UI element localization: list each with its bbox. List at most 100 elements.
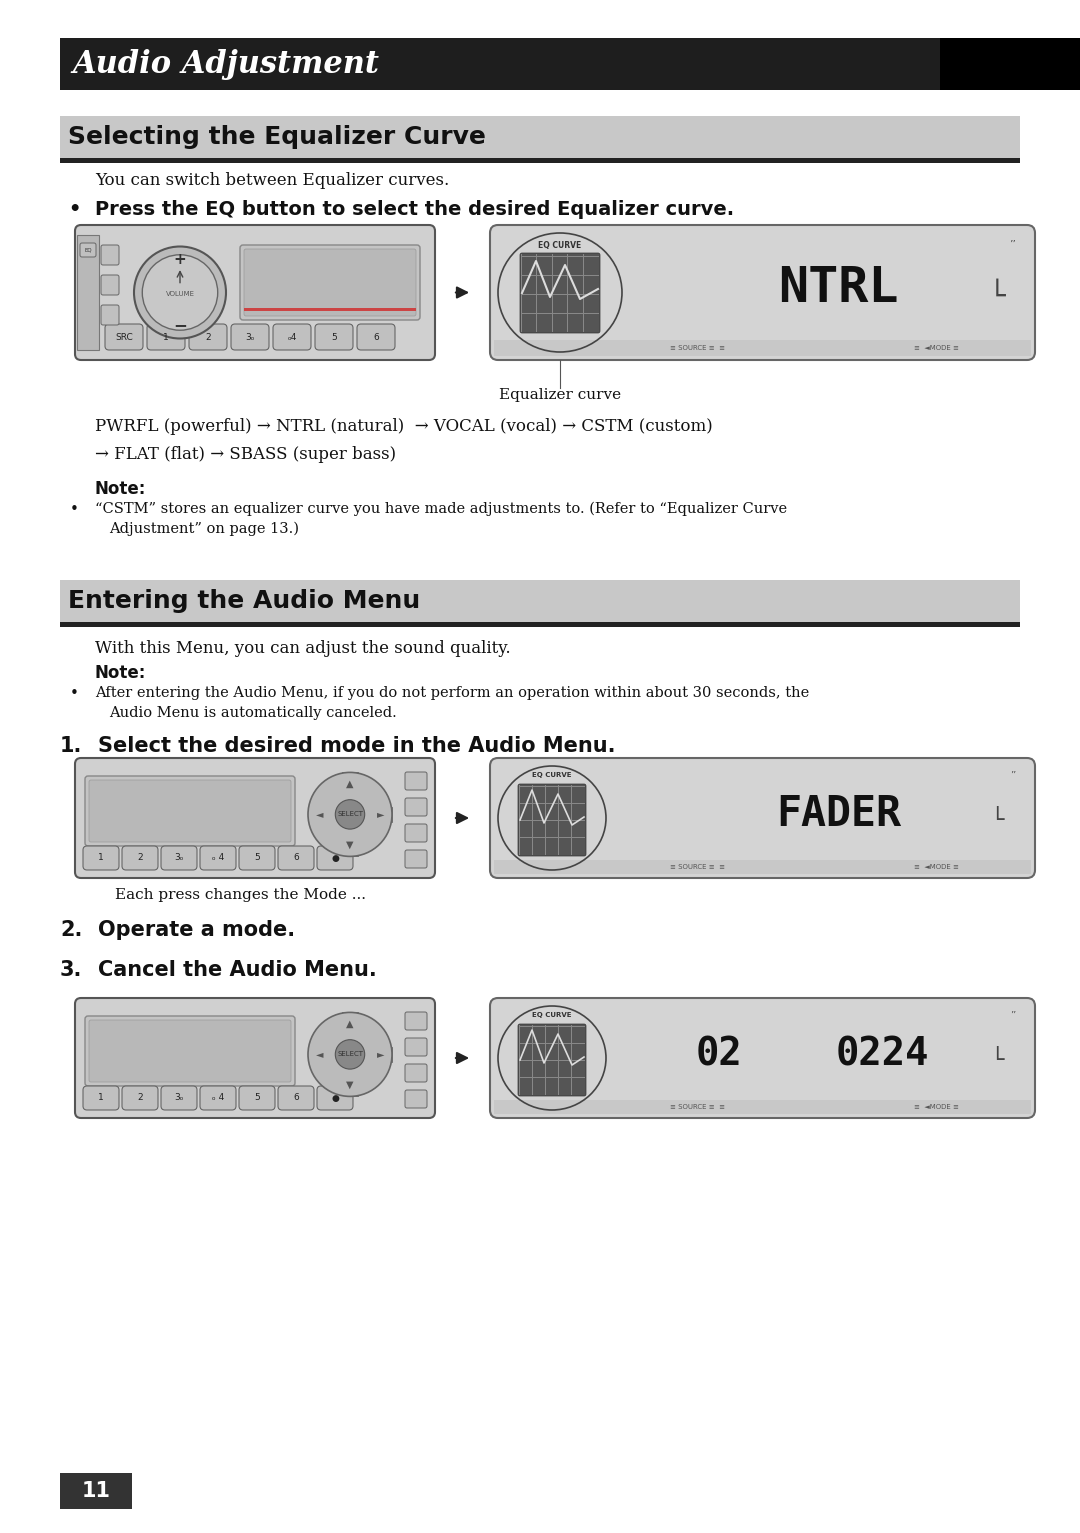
Text: Equalizer curve: Equalizer curve (499, 388, 621, 402)
Text: EQ: EQ (84, 247, 92, 253)
FancyBboxPatch shape (357, 323, 395, 350)
Text: Select the desired mode in the Audio Menu.: Select the desired mode in the Audio Men… (98, 736, 616, 756)
Text: ►: ► (377, 1050, 384, 1059)
Text: └: └ (988, 282, 1005, 311)
FancyBboxPatch shape (405, 825, 427, 842)
Text: ≡  ◄MODE ≡: ≡ ◄MODE ≡ (915, 345, 959, 351)
Text: VOLUME: VOLUME (165, 291, 194, 297)
Text: 5: 5 (332, 333, 337, 342)
Text: ’’: ’’ (1010, 771, 1016, 780)
FancyBboxPatch shape (231, 323, 269, 350)
Text: ≡ SOURCE ≡  ≡: ≡ SOURCE ≡ ≡ (670, 345, 725, 351)
Bar (342, 834, 357, 857)
Circle shape (335, 1039, 365, 1069)
Text: SELECT: SELECT (337, 811, 363, 817)
FancyBboxPatch shape (85, 1016, 295, 1085)
Text: −: − (173, 316, 187, 334)
Text: 3ₒ: 3ₒ (174, 854, 184, 863)
Text: ●: ● (332, 854, 339, 863)
Bar (60, 117, 1020, 158)
FancyBboxPatch shape (83, 846, 119, 871)
Bar (244, 308, 416, 311)
FancyBboxPatch shape (519, 253, 600, 333)
Text: ●: ● (332, 1093, 339, 1102)
FancyBboxPatch shape (122, 846, 158, 871)
FancyBboxPatch shape (518, 783, 586, 855)
Text: 3ₒ: 3ₒ (245, 333, 255, 342)
FancyBboxPatch shape (239, 1085, 275, 1110)
Text: NTRL: NTRL (779, 265, 899, 313)
Circle shape (143, 254, 218, 330)
FancyBboxPatch shape (405, 849, 427, 868)
Text: Press the EQ button to select the desired Equalizer curve.: Press the EQ button to select the desire… (95, 199, 734, 219)
FancyBboxPatch shape (405, 773, 427, 789)
Bar (369, 1047, 392, 1062)
Bar (77, 235, 99, 350)
Text: 2.: 2. (60, 920, 82, 940)
FancyBboxPatch shape (239, 846, 275, 871)
Text: “CSTM” stores an equalizer curve you have made adjustments to. (Refer to “Equali: “CSTM” stores an equalizer curve you hav… (95, 501, 787, 517)
Bar (308, 1047, 332, 1062)
Text: ◄: ◄ (316, 1050, 324, 1059)
FancyBboxPatch shape (405, 1038, 427, 1056)
FancyBboxPatch shape (318, 846, 353, 871)
FancyBboxPatch shape (405, 1064, 427, 1082)
FancyBboxPatch shape (83, 1085, 119, 1110)
Text: ▼: ▼ (347, 840, 354, 849)
Circle shape (308, 1012, 392, 1096)
Text: └: └ (990, 811, 1003, 831)
FancyBboxPatch shape (244, 248, 416, 316)
FancyBboxPatch shape (405, 799, 427, 816)
Text: 5: 5 (254, 1093, 260, 1102)
Text: ≡  ◄MODE ≡: ≡ ◄MODE ≡ (915, 865, 959, 871)
Bar (342, 1012, 357, 1035)
Text: ▼: ▼ (347, 1079, 354, 1090)
Bar (60, 158, 1020, 162)
Text: +: + (174, 251, 187, 267)
Bar (342, 1073, 357, 1096)
Text: 1: 1 (163, 333, 168, 342)
Text: Entering the Audio Menu: Entering the Audio Menu (68, 589, 420, 613)
FancyBboxPatch shape (189, 323, 227, 350)
Bar (60, 1473, 132, 1508)
FancyBboxPatch shape (85, 776, 295, 846)
FancyBboxPatch shape (102, 245, 119, 265)
FancyBboxPatch shape (273, 323, 311, 350)
Text: 3.: 3. (60, 960, 82, 980)
FancyBboxPatch shape (105, 323, 143, 350)
Circle shape (134, 247, 226, 339)
Text: EQ CURVE: EQ CURVE (538, 241, 582, 250)
Text: Each press changes the Mode ...: Each press changes the Mode ... (114, 888, 366, 901)
FancyBboxPatch shape (278, 846, 314, 871)
FancyBboxPatch shape (161, 846, 197, 871)
Text: 1: 1 (98, 854, 104, 863)
Circle shape (308, 773, 392, 857)
Text: ≡ SOURCE ≡  ≡: ≡ SOURCE ≡ ≡ (670, 865, 725, 871)
Text: •: • (70, 685, 79, 701)
Text: 1.: 1. (60, 736, 82, 756)
Text: 2: 2 (137, 854, 143, 863)
FancyBboxPatch shape (75, 757, 435, 878)
FancyBboxPatch shape (490, 757, 1035, 878)
Text: Selecting the Equalizer Curve: Selecting the Equalizer Curve (68, 126, 486, 149)
Text: PWRFL (powerful) → NTRL (natural)  → VOCAL (vocal) → CSTM (custom): PWRFL (powerful) → NTRL (natural) → VOCA… (95, 419, 713, 435)
Text: •: • (68, 199, 80, 219)
FancyBboxPatch shape (89, 1019, 291, 1082)
FancyBboxPatch shape (405, 1090, 427, 1108)
Text: Note:: Note: (95, 480, 147, 498)
Text: ▲: ▲ (347, 1019, 354, 1029)
Text: 1: 1 (98, 1093, 104, 1102)
FancyBboxPatch shape (200, 1085, 237, 1110)
Text: └: └ (990, 1052, 1003, 1072)
Text: •: • (70, 501, 79, 517)
Text: 2: 2 (205, 333, 211, 342)
Text: SELECT: SELECT (337, 1052, 363, 1058)
Text: With this Menu, you can adjust the sound quality.: With this Menu, you can adjust the sound… (95, 639, 511, 658)
Text: 02: 02 (696, 1035, 742, 1073)
FancyBboxPatch shape (122, 1085, 158, 1110)
FancyBboxPatch shape (147, 323, 185, 350)
Text: FADER: FADER (777, 793, 902, 835)
FancyBboxPatch shape (318, 1085, 353, 1110)
Bar (940, 38, 1080, 90)
Text: EQ CURVE: EQ CURVE (532, 773, 571, 779)
